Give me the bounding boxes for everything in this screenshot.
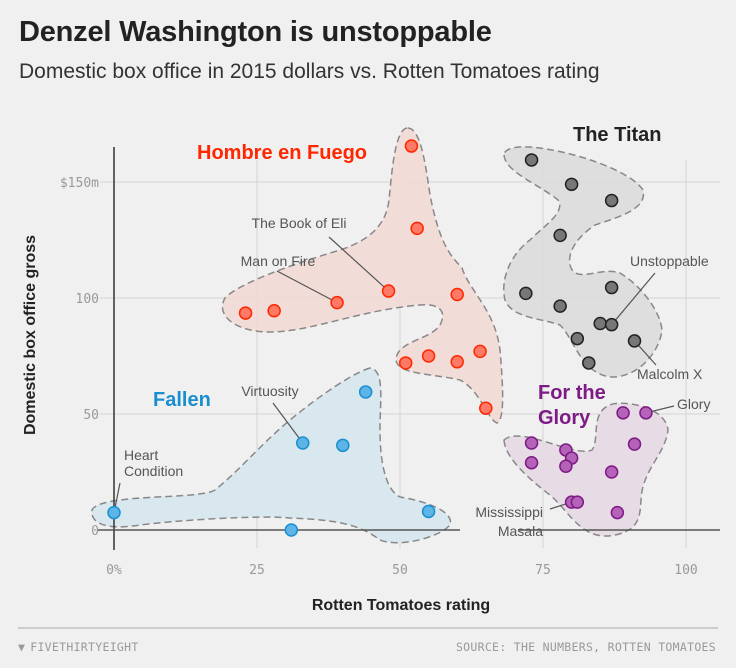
data-point — [524, 455, 539, 470]
annotation-label: Malcolm X — [637, 366, 703, 382]
data-point — [627, 437, 642, 451]
data-point — [450, 287, 464, 302]
group-label-line: For the — [538, 382, 606, 404]
data-point — [604, 465, 619, 479]
group-areas — [91, 127, 669, 544]
data-point — [398, 356, 413, 370]
data-point — [410, 221, 424, 236]
brand-logo: ▼ FIVETHIRTYEIGHT — [18, 640, 139, 654]
y-tick-label: $150m — [60, 176, 99, 191]
labels: Rotten Tomatoes rating Domestic box offi… — [22, 124, 710, 614]
data-point — [553, 299, 567, 313]
data-point — [421, 349, 436, 363]
data-point — [519, 286, 533, 301]
group-label-the-titan: The Titan — [573, 124, 662, 146]
x-tick-label: 75 — [535, 563, 551, 578]
annotation-line: Heart — [124, 447, 158, 463]
fox-icon: ▼ — [18, 640, 26, 654]
data-point — [381, 284, 396, 298]
annotation-label: Virtuosity — [241, 383, 298, 399]
annotation-label: The Book of Eli — [252, 215, 347, 231]
annotation-leader — [272, 402, 304, 444]
data-point — [639, 406, 653, 420]
x-tick-label: 25 — [249, 563, 265, 578]
group-label-fallen: Fallen — [153, 389, 211, 411]
data-point — [582, 356, 596, 370]
data-point — [450, 355, 464, 369]
annotation-label: Man on Fire — [241, 253, 316, 269]
data-point — [553, 228, 567, 243]
annotation-label: Heart Condition — [124, 447, 183, 479]
data-point — [107, 505, 121, 520]
x-tick-label: 0% — [106, 563, 122, 578]
data-point — [330, 295, 344, 310]
data-point — [604, 280, 619, 295]
axes: 0% 25 50 75 100 0 50 100 $150m — [18, 147, 720, 629]
data-point — [238, 306, 253, 320]
brand-name: FIVETHIRTYEIGHT — [30, 640, 139, 654]
group-label-for-the-glory: For the Glory — [538, 382, 606, 429]
area-fallen — [91, 367, 452, 544]
y-tick-label: 0 — [91, 524, 99, 539]
data-point — [593, 316, 607, 331]
data-points — [107, 139, 653, 537]
data-point — [336, 438, 350, 453]
annotation-label: Glory — [677, 396, 710, 412]
data-point — [604, 317, 619, 332]
annotation-leaders — [113, 236, 675, 513]
area-hombre-en-fuego — [221, 127, 504, 424]
annotation-leader — [276, 270, 338, 304]
y-tick-label: 50 — [83, 408, 99, 423]
data-point — [296, 436, 310, 450]
data-point — [570, 495, 585, 509]
y-tick-label: 100 — [76, 292, 99, 307]
annotation-label: Unstoppable — [630, 253, 709, 269]
data-point — [627, 334, 642, 348]
data-point — [570, 331, 585, 346]
data-point — [473, 344, 487, 359]
data-point — [524, 436, 539, 450]
annotation-label: Mississippi Masala — [475, 504, 543, 539]
data-point — [616, 406, 630, 420]
group-label-hombre-en-fuego: Hombre en Fuego — [197, 142, 367, 164]
x-axis-title: Rotten Tomatoes rating — [312, 597, 490, 614]
annotation-leader — [611, 272, 656, 326]
annotation-line: Condition — [124, 463, 183, 479]
x-tick-label: 100 — [674, 563, 697, 578]
data-point — [267, 304, 281, 318]
data-point — [524, 153, 539, 167]
data-point — [610, 505, 625, 520]
source-note: SOURCE: THE NUMBERS, ROTTEN TOMATOES — [455, 640, 716, 654]
data-point — [421, 504, 436, 519]
annotation-leader — [328, 236, 389, 292]
data-point — [564, 177, 579, 192]
data-point — [358, 385, 373, 399]
group-label-line: Glory — [538, 407, 591, 429]
data-point — [404, 139, 419, 153]
area-the-titan — [503, 146, 663, 378]
area-for-the-glory — [503, 402, 669, 537]
data-point — [559, 459, 573, 473]
annotation-line: Mississippi — [475, 504, 543, 520]
chart-subtitle: Domestic box office in 2015 dollars vs. … — [19, 60, 600, 83]
chart-title: Denzel Washington is unstoppable — [19, 16, 492, 48]
annotation-line: Masala — [498, 523, 543, 539]
data-point — [284, 523, 299, 537]
data-point — [479, 401, 493, 415]
x-tick-label: 50 — [392, 563, 408, 578]
y-axis-title: Domestic box office gross — [22, 235, 39, 435]
data-point — [604, 193, 619, 208]
